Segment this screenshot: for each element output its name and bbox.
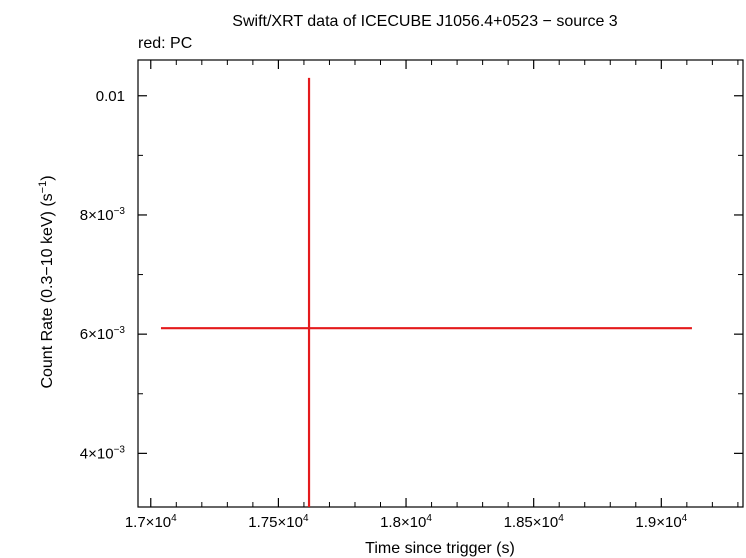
x-tick-label: 1.9×104 <box>635 513 687 531</box>
plot-frame <box>137 59 744 508</box>
x-tick-label: 1.85×104 <box>504 513 565 531</box>
y-axis-label: Count Rate (0.3−10 keV) (s−1) <box>37 175 56 388</box>
y-tick-label: 8×10−3 <box>80 206 126 224</box>
x-tick-label: 1.8×104 <box>380 513 432 531</box>
x-tick-label: 1.7×104 <box>125 513 177 531</box>
x-axis-label: Time since trigger (s) <box>365 540 515 557</box>
y-tick-label: 0.01 <box>96 88 125 105</box>
y-axis-label-tail: ) <box>39 175 56 180</box>
axis-ticks <box>138 60 743 507</box>
data-series <box>160 77 692 507</box>
y-axis-label-sup: −1 <box>37 181 49 194</box>
y-tick-label: 6×10−3 <box>80 325 126 343</box>
tick-labels: 1.7×104 1.75×104 1.8×104 1.85×104 1.9×104 4×1… <box>80 88 688 531</box>
y-axis-label-main: Count Rate (0.3−10 keV) (s <box>39 193 56 388</box>
chart-subtitle: red: PC <box>138 35 192 52</box>
chart-title: Swift/XRT data of ICECUBE J1056.4+0523 −… <box>232 13 618 30</box>
x-tick-label: 1.75×104 <box>248 513 309 531</box>
y-tick-label: 4×10−3 <box>80 444 126 462</box>
